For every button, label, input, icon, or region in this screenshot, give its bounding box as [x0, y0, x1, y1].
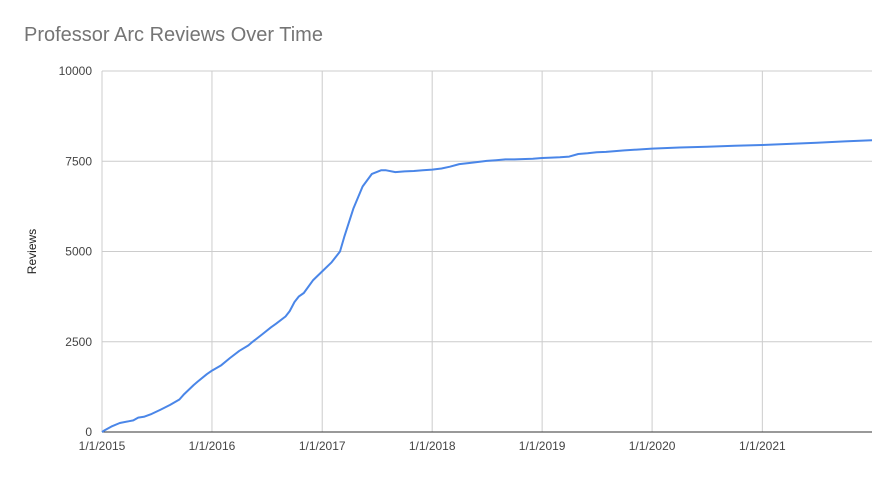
y-axis-title: Reviews: [25, 229, 39, 274]
x-axis-ticks: 1/1/2015 1/1/2016 1/1/2017 1/1/2018 1/1/2019…: [79, 439, 786, 453]
y-tick-label: 2500: [65, 335, 92, 349]
x-tick-label: 1/1/2018: [409, 439, 456, 453]
grid-lines: [101, 70, 872, 432]
x-tick-label: 1/1/2017: [299, 439, 346, 453]
y-axis-ticks: 0 2500 5000 7500 10000: [59, 64, 93, 439]
y-tick-label: 5000: [65, 245, 92, 259]
y-tick-label: 0: [85, 425, 92, 439]
y-tick-label: 7500: [65, 154, 92, 168]
x-tick-label: 1/1/2016: [189, 439, 236, 453]
y-tick-label: 10000: [59, 64, 93, 78]
chart-title: Professor Arc Reviews Over Time: [24, 24, 323, 46]
x-tick-label: 1/1/2021: [739, 439, 786, 453]
x-tick-label: 1/1/2020: [629, 439, 676, 453]
x-tick-label: 1/1/2015: [79, 439, 126, 453]
x-tick-label: 1/1/2019: [519, 439, 566, 453]
series-line: [101, 139, 873, 433]
